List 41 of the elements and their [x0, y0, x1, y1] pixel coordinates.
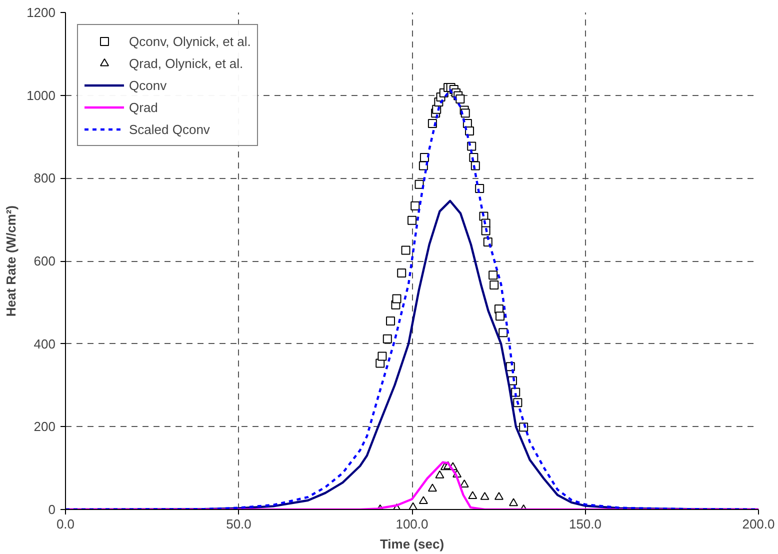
point: [435, 470, 444, 478]
legend-label: Qrad: [129, 100, 158, 114]
y-tick-label: 1200: [26, 5, 56, 20]
point: [418, 496, 428, 504]
x-tick-label: 200.0: [742, 516, 775, 532]
y-tick-label: 400: [34, 336, 56, 352]
point: [382, 334, 392, 344]
point: [397, 268, 406, 278]
y-tick-label: 800: [34, 170, 56, 186]
point: [401, 246, 410, 255]
point: [494, 492, 504, 500]
x-axis-title: Time (sec): [380, 536, 444, 552]
point: [408, 216, 416, 225]
point: [480, 492, 490, 500]
point: [488, 270, 498, 280]
x-tick-label: 0.0: [56, 516, 75, 532]
y-axis-title: Heat Rate (W/cm²): [4, 205, 19, 317]
x-tick-label: 100.0: [396, 516, 428, 532]
legend-label: Qconv: [129, 78, 167, 92]
y-tick-label: 0: [48, 502, 56, 517]
point: [378, 352, 387, 361]
point: [498, 328, 508, 338]
legend-label: Scaled Qconv: [129, 122, 210, 136]
x-tick-label: 50.0: [226, 516, 252, 532]
y-tick-label: 200: [34, 419, 56, 434]
point: [428, 484, 437, 492]
point: [490, 280, 499, 290]
legend-label: Qconv, Olynick, et al.: [129, 34, 251, 48]
y-tick-label: 600: [34, 254, 56, 268]
point: [386, 316, 396, 326]
y-tick-label: 1000: [26, 88, 56, 103]
x-tick-label: 150.0: [568, 516, 602, 532]
point: [509, 498, 518, 506]
point: [468, 491, 478, 500]
point: [410, 201, 420, 210]
point: [456, 94, 465, 104]
point: [496, 312, 505, 321]
point: [460, 480, 469, 488]
point: [460, 108, 470, 118]
legend-label: Qrad, Olynick, et al.: [129, 56, 244, 70]
point: [392, 294, 402, 304]
